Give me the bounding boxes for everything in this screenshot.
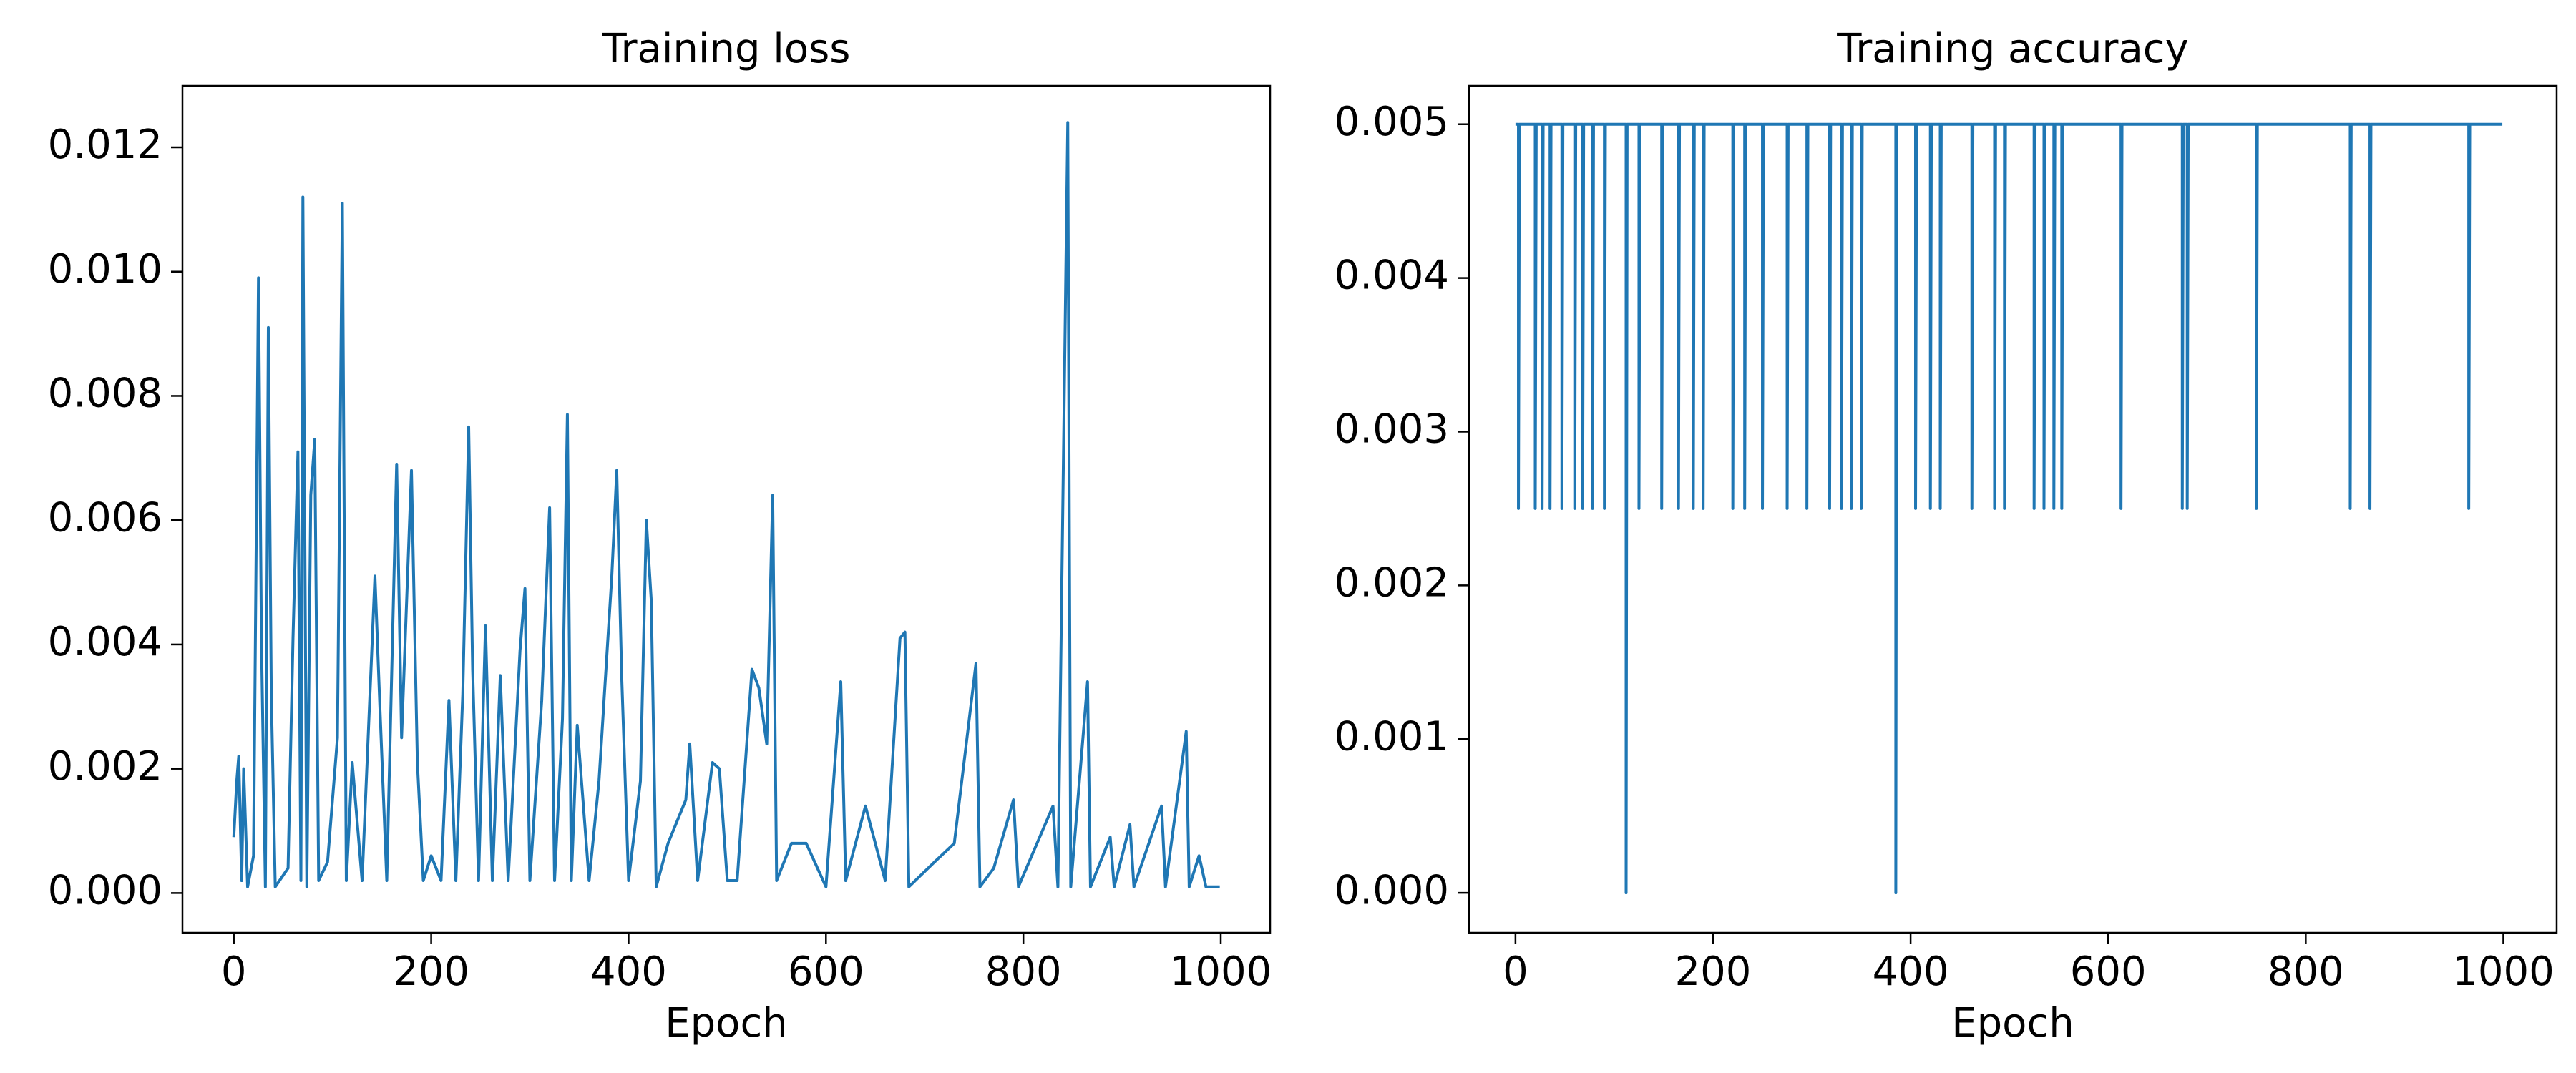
x-tick-label: 1000 <box>1170 949 1272 995</box>
data-line <box>1515 122 2503 895</box>
x-tick-label: 400 <box>1873 949 1949 995</box>
x-tick-label: 200 <box>393 949 469 995</box>
x-tick-label: 600 <box>2070 949 2147 995</box>
y-tick-label: 0.008 <box>48 371 162 417</box>
data-line <box>232 121 1220 888</box>
y-tick-label: 0.002 <box>48 743 162 790</box>
y-tick-label: 0.010 <box>48 246 162 293</box>
y-tick-label: 0.002 <box>1335 560 1449 607</box>
axes-frame <box>1468 84 2558 934</box>
y-tick-label: 0.006 <box>48 494 162 541</box>
x-tick-label: 800 <box>985 949 1062 995</box>
axes-frame <box>181 84 1272 934</box>
x-tick-label: 600 <box>788 949 864 995</box>
y-tick-label: 0.000 <box>48 868 162 914</box>
x-tick-label: 800 <box>2268 949 2344 995</box>
y-tick-label: 0.003 <box>1335 406 1449 453</box>
y-tick-label: 0.001 <box>1335 713 1449 760</box>
y-tick-label: 0.005 <box>1335 99 1449 145</box>
y-tick-label: 0.012 <box>48 122 162 168</box>
y-tick-label: 0.004 <box>48 619 162 665</box>
x-tick-label: 0 <box>1503 949 1528 995</box>
x-tick-label: 1000 <box>2452 949 2555 995</box>
x-tick-label: 200 <box>1675 949 1752 995</box>
x-tick-label: 0 <box>221 949 247 995</box>
y-tick-label: 0.004 <box>1335 253 1449 299</box>
chart-title: Training accuracy <box>1836 26 2188 72</box>
x-tick-label: 400 <box>590 949 667 995</box>
chart-title: Training loss <box>602 26 851 72</box>
x-axis-label: Epoch <box>665 1000 787 1047</box>
y-tick-label: 0.000 <box>1335 867 1449 913</box>
x-axis-label: Epoch <box>1951 1000 2074 1047</box>
